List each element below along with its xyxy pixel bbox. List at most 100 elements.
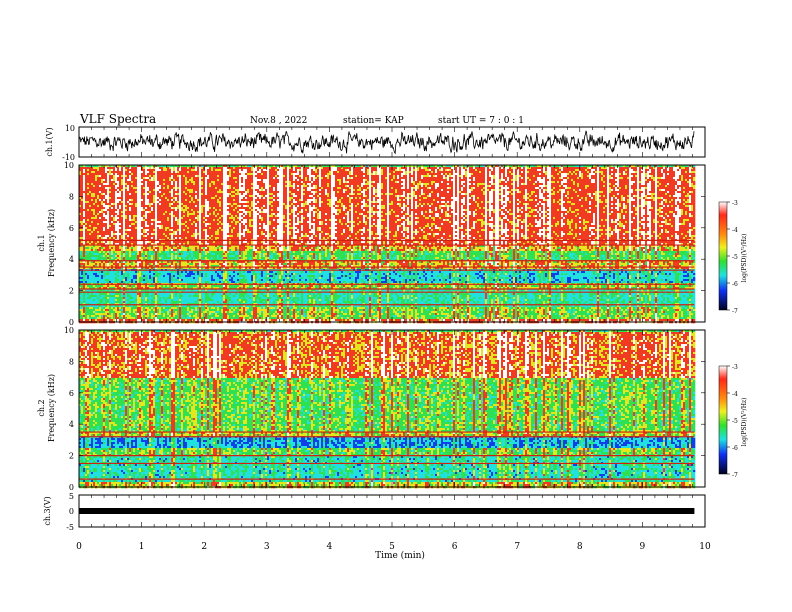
spec-cell bbox=[115, 171, 118, 174]
spec-cell bbox=[99, 177, 102, 180]
spec-cell bbox=[155, 273, 158, 276]
spec-cell bbox=[105, 185, 108, 188]
spec-cell bbox=[165, 305, 168, 308]
spec-cell bbox=[117, 211, 120, 214]
spec-cell bbox=[145, 207, 148, 210]
spec-cell bbox=[181, 167, 184, 170]
spec-cell bbox=[95, 219, 98, 222]
spec-cell bbox=[161, 219, 164, 222]
spec-cell bbox=[149, 165, 152, 168]
spec-cell bbox=[123, 227, 126, 230]
spec-cell bbox=[127, 263, 130, 266]
spec-cell bbox=[195, 173, 198, 176]
spec-cell bbox=[169, 187, 172, 190]
spec-cell bbox=[189, 267, 192, 270]
spec-cell bbox=[139, 233, 142, 236]
spec-cell bbox=[79, 255, 82, 258]
spec-cell bbox=[101, 243, 104, 246]
spec-cell bbox=[129, 289, 132, 292]
spec-cell bbox=[119, 191, 122, 194]
spec-cell bbox=[169, 233, 172, 236]
spec-cell bbox=[83, 229, 86, 232]
spec-cell bbox=[83, 187, 86, 190]
spec-cell bbox=[109, 179, 112, 182]
spec-cell bbox=[171, 297, 174, 300]
spec-cell bbox=[91, 171, 94, 174]
spec-cell bbox=[173, 193, 176, 196]
spec-cell bbox=[187, 209, 190, 212]
spec-cell bbox=[91, 281, 94, 284]
spec-cell bbox=[79, 191, 82, 194]
spec-cell bbox=[131, 221, 134, 224]
spec-cell bbox=[161, 207, 164, 210]
spec-cell bbox=[119, 259, 122, 262]
spec-cell bbox=[95, 171, 98, 174]
spec-cell bbox=[113, 205, 116, 208]
spec-cell bbox=[115, 305, 118, 308]
spec-cell bbox=[143, 259, 146, 262]
spec-cell bbox=[115, 309, 118, 312]
spec-cell bbox=[201, 233, 204, 236]
spec-cell bbox=[191, 279, 194, 282]
spec-cell bbox=[127, 301, 130, 304]
spec-cell bbox=[189, 241, 192, 244]
spec-cell bbox=[127, 311, 130, 314]
spec-cell bbox=[199, 209, 202, 212]
spec-cell bbox=[89, 249, 92, 252]
spec-cell bbox=[107, 257, 110, 260]
spec-cell bbox=[137, 213, 140, 216]
spec-cell bbox=[179, 227, 182, 230]
spec-cell bbox=[95, 313, 98, 316]
spec-cell bbox=[177, 193, 180, 196]
spec-cell bbox=[91, 305, 94, 308]
spec-cell bbox=[161, 187, 164, 190]
spec-cell bbox=[173, 175, 176, 178]
spec-cell bbox=[141, 301, 144, 304]
spec-cell bbox=[123, 183, 126, 186]
spec-cell bbox=[169, 183, 172, 186]
spec-cell bbox=[111, 263, 114, 266]
spec-cell bbox=[171, 257, 174, 260]
spec-cell bbox=[131, 233, 134, 236]
spec-cell bbox=[181, 307, 184, 310]
spec-cell bbox=[125, 199, 128, 202]
spec-cell bbox=[143, 273, 146, 276]
spec-cell bbox=[87, 219, 90, 222]
spec-cell bbox=[123, 281, 126, 284]
spec-cell bbox=[135, 193, 138, 196]
spec-cell bbox=[81, 273, 84, 276]
spec-cell bbox=[133, 237, 136, 240]
spec-cell bbox=[195, 179, 198, 182]
spec-cell bbox=[99, 273, 102, 276]
spec-cell bbox=[121, 201, 124, 204]
spec-cell bbox=[121, 219, 124, 222]
spec-cell bbox=[99, 241, 102, 244]
spec-cell bbox=[121, 253, 124, 256]
spec-cell bbox=[115, 217, 118, 220]
spec-cell bbox=[199, 237, 202, 240]
spec-cell bbox=[181, 189, 184, 192]
spec-cell bbox=[81, 301, 84, 304]
spec-cell bbox=[141, 229, 144, 232]
spec-cell bbox=[125, 173, 128, 176]
spec-cell bbox=[193, 281, 196, 284]
spec-cell bbox=[105, 257, 108, 260]
spec-cell bbox=[145, 225, 148, 228]
spec-cell bbox=[85, 195, 88, 198]
spec-cell bbox=[189, 225, 192, 228]
spec-cell bbox=[87, 213, 90, 216]
spec-cell bbox=[107, 241, 110, 244]
spec-cell bbox=[103, 227, 106, 230]
spec-cell bbox=[81, 231, 84, 234]
spec-cell bbox=[99, 301, 102, 304]
spec-cell bbox=[105, 165, 108, 168]
spec-cell bbox=[125, 317, 128, 320]
spec-cell bbox=[167, 301, 170, 304]
spec-cell bbox=[147, 187, 150, 190]
spec-cell bbox=[141, 237, 144, 240]
spec-cell bbox=[127, 187, 130, 190]
spec-cell bbox=[109, 197, 112, 200]
spec-cell bbox=[157, 299, 160, 302]
spec-cell bbox=[133, 207, 136, 210]
spec-cell bbox=[121, 247, 124, 250]
